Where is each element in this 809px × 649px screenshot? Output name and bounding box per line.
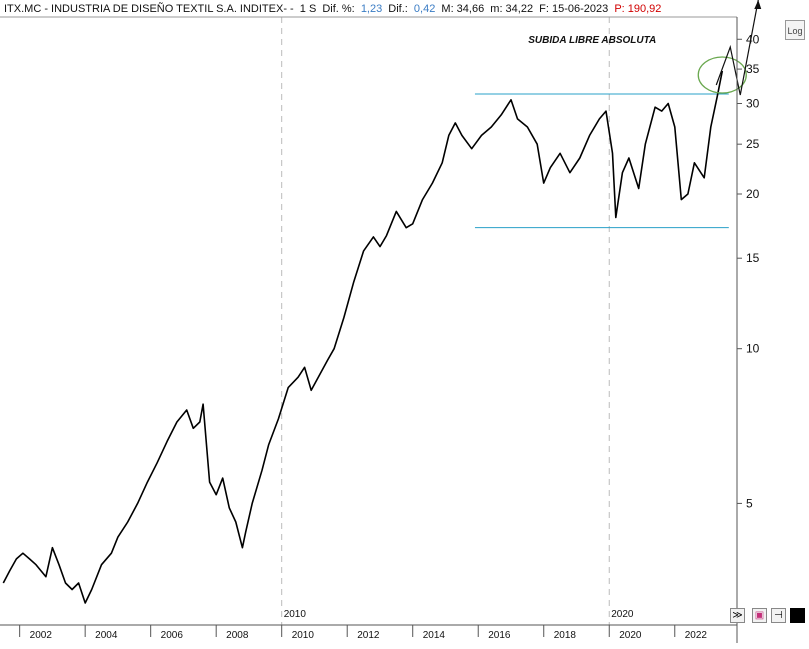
x-tick-label: 2006 [161, 630, 184, 641]
y-tick-label: 25 [746, 137, 760, 151]
save-icon[interactable]: ▣ [752, 608, 767, 623]
dif-value: 0,42 [413, 3, 436, 15]
y-tick-label: 35 [746, 62, 760, 76]
projection-arrow-head [754, 0, 762, 9]
x-tick-label: 2004 [95, 630, 118, 641]
date-label: F: 15-06-2023 [539, 3, 609, 15]
x-tick-label: 2010 [292, 630, 315, 641]
support-resistance-lines [474, 93, 729, 229]
price-series-layer [2, 70, 724, 604]
chart-annotation: SUBIDA LIBRE ABSOLUTA [528, 35, 656, 46]
period-label: 1 S [299, 3, 317, 15]
dif-pct-value: 1,23 [360, 3, 383, 15]
dif-pct-label: Dif. %: [322, 3, 355, 15]
max-label: M: 34,66 [441, 3, 485, 15]
y-tick-label: 10 [746, 342, 760, 356]
quote-header: ITX.MC - INDUSTRIA DE DISEÑO TEXTIL S.A.… [4, 3, 664, 15]
x-tick-label: 2022 [685, 630, 708, 641]
x-tick-label: 2018 [554, 630, 577, 641]
highlight-ellipse [697, 56, 747, 94]
y-tick-label: 40 [746, 32, 760, 46]
y-tick-label: 5 [746, 496, 753, 510]
x-tick-label: 2012 [357, 630, 380, 641]
y-tick-label: 30 [746, 96, 760, 110]
x-tick-label: 2002 [30, 630, 53, 641]
grid-layer [281, 17, 610, 625]
annotation-layer: SUBIDA LIBRE ABSOLUTA [528, 0, 762, 96]
color-swatch-icon[interactable] [790, 608, 805, 623]
pin-icon[interactable]: ⊣ [771, 608, 786, 623]
ticker-label: ITX.MC - INDUSTRIA DE DISEÑO TEXTIL S.A.… [4, 3, 294, 15]
x-tick-label: 2008 [226, 630, 249, 641]
x-tick-label: 2016 [488, 630, 511, 641]
price-label: P: 190,92 [614, 3, 662, 15]
x-tick-label: 2020 [619, 630, 642, 641]
x-tick-label: 2014 [423, 630, 446, 641]
y-tick-label: 15 [746, 251, 760, 265]
min-label: m: 34,22 [490, 3, 534, 15]
scroll-end-icon[interactable]: ≫ [730, 608, 745, 623]
dif-label: Dif.: [388, 3, 408, 15]
price-line [2, 70, 724, 604]
year-marker-label: 2010 [284, 609, 307, 620]
projection-arrow [715, 0, 759, 96]
year-marker-label: 2020 [611, 609, 634, 620]
log-scale-button[interactable]: Log [785, 20, 805, 40]
y-tick-label: 20 [746, 187, 760, 201]
